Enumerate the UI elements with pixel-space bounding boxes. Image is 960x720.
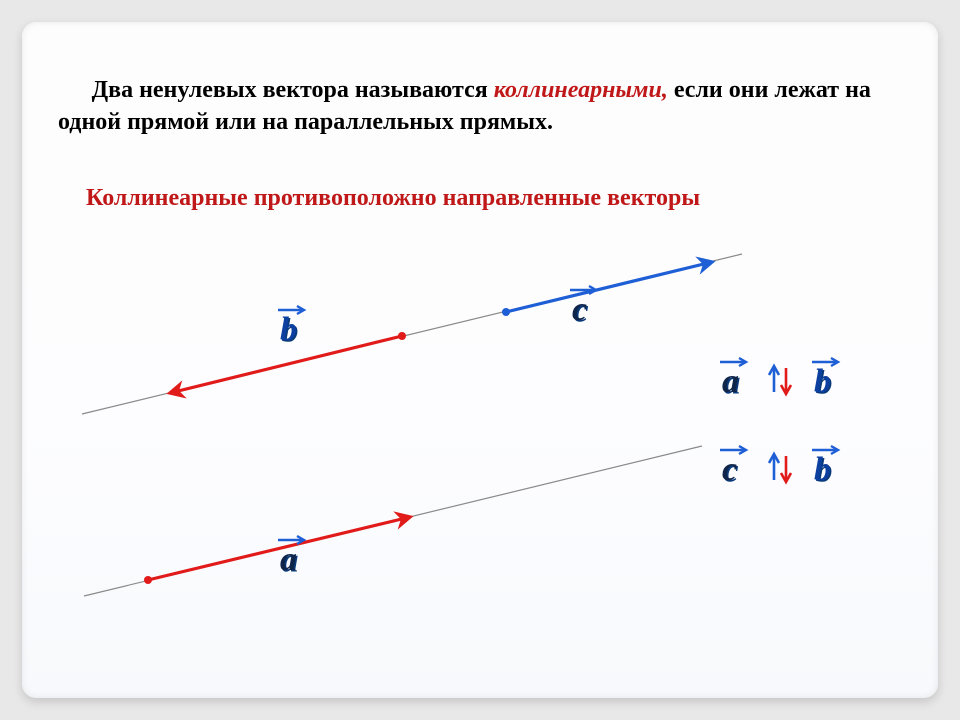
svg-text:a: a bbox=[724, 365, 741, 402]
svg-text:a: a bbox=[722, 363, 739, 400]
svg-text:b: b bbox=[816, 453, 833, 490]
vector-a-origin-dot bbox=[144, 576, 152, 584]
relation-1-left: cc bbox=[720, 446, 746, 490]
guide-line-upper bbox=[82, 254, 742, 414]
relation-0-right: bb bbox=[812, 358, 838, 402]
svg-text:c: c bbox=[572, 291, 587, 328]
svg-text:b: b bbox=[814, 363, 831, 400]
svg-text:a: a bbox=[282, 543, 299, 580]
slide-card: Два ненулевых вектора называются коллине… bbox=[22, 22, 938, 698]
definition-keyword: коллинеарными, bbox=[494, 77, 668, 103]
vector-c bbox=[506, 262, 712, 312]
label-a: aa bbox=[278, 536, 304, 580]
label-c: cc bbox=[570, 286, 596, 330]
svg-text:b: b bbox=[282, 313, 299, 350]
relation-0-opposite-icon bbox=[769, 366, 791, 394]
relation-0-left: aa bbox=[720, 358, 746, 402]
svg-text:b: b bbox=[816, 365, 833, 402]
definition-pre: Два ненулевых вектора называются bbox=[92, 77, 494, 103]
svg-text:c: c bbox=[724, 453, 739, 490]
label-b: bb bbox=[278, 306, 304, 350]
page-background: Два ненулевых вектора называются коллине… bbox=[0, 0, 960, 720]
subtitle-text: Коллинеарные противоположно направленные… bbox=[86, 183, 786, 213]
vector-c-origin-dot bbox=[502, 308, 510, 316]
vector-b-origin-dot bbox=[398, 332, 406, 340]
guide-line-lower bbox=[84, 446, 702, 596]
svg-text:c: c bbox=[722, 451, 737, 488]
relation-1-right: bb bbox=[812, 446, 838, 490]
svg-text:b: b bbox=[814, 451, 831, 488]
svg-text:b: b bbox=[280, 311, 297, 348]
vector-b bbox=[170, 336, 402, 393]
definition-text: Два ненулевых вектора называются коллине… bbox=[58, 74, 902, 139]
vector-a bbox=[148, 517, 410, 580]
svg-text:c: c bbox=[574, 293, 589, 330]
relation-1-opposite-icon bbox=[769, 454, 791, 482]
svg-text:a: a bbox=[280, 541, 297, 578]
